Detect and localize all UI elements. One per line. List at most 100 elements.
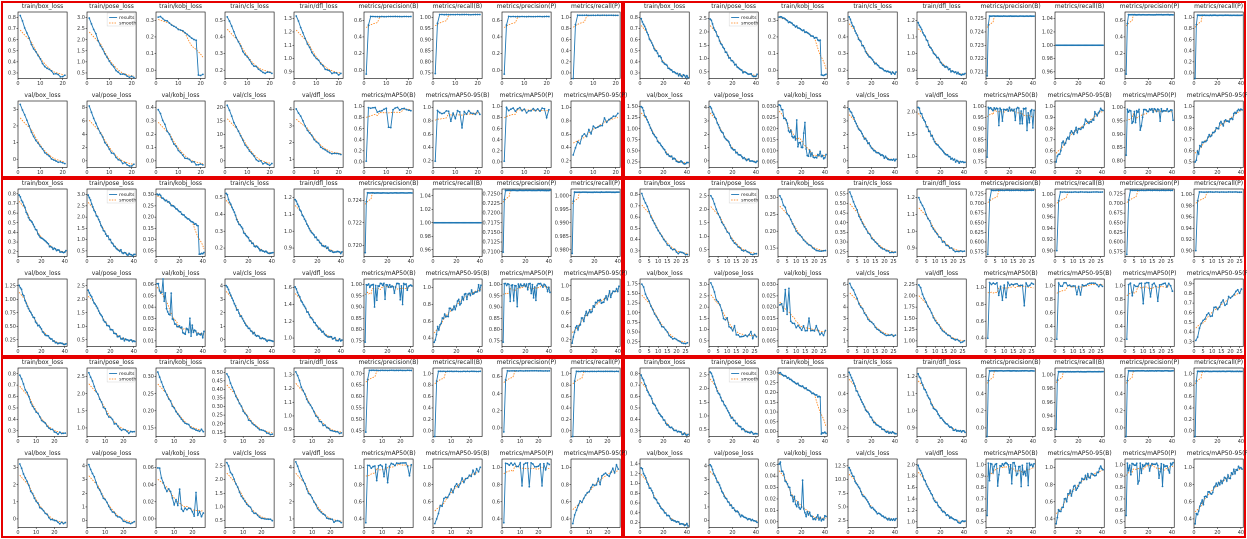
results-point (369, 106, 372, 109)
results-point (329, 517, 332, 520)
results-point (1010, 189, 1013, 192)
results-point (323, 332, 326, 335)
y-tick-label: 0.6 (561, 310, 569, 316)
results-point (454, 13, 456, 16)
y-tick-label: 1.0 (77, 426, 85, 432)
results-point (442, 13, 445, 16)
results-point (640, 192, 643, 195)
panel-row2-right-metrics-recall-p: metrics/recall(P)0.900.920.940.960.981.0… (1181, 180, 1244, 265)
results-point (671, 427, 674, 430)
results-point (448, 370, 450, 373)
results-point (298, 293, 301, 296)
results-point (1069, 191, 1071, 194)
y-tick-label: 0.4 (8, 59, 16, 65)
results-point (1074, 284, 1077, 287)
results-point (27, 307, 30, 310)
results-point (21, 201, 24, 204)
y-tick-label: 0.005 (762, 338, 776, 344)
results-point (409, 369, 412, 372)
panel-title: train/pose_loss (89, 359, 134, 366)
axes-frame (639, 367, 690, 437)
results-point (322, 424, 325, 427)
x-tick-label: 20 (729, 169, 735, 175)
x-tick-label: 0 (155, 529, 158, 535)
y-tick-label: 0.6 (8, 37, 16, 43)
results-line (710, 195, 757, 256)
results-point (25, 301, 28, 304)
results-point (134, 253, 136, 256)
x-tick-label: 10 (590, 81, 596, 87)
results-point (852, 116, 855, 119)
results-point (994, 189, 997, 192)
results-line (364, 281, 412, 342)
results-point (371, 106, 374, 109)
results-point (157, 466, 159, 469)
results-point (42, 331, 45, 334)
x-tick-label: 5 (717, 259, 720, 265)
results-point (598, 299, 600, 302)
x-tick-label: 5 (994, 348, 997, 354)
results-point (333, 520, 336, 523)
x-tick-label: 10 (1001, 259, 1007, 265)
results-point (1171, 118, 1174, 121)
results-point (242, 138, 245, 141)
results-point (459, 301, 462, 304)
x-tick-label: 0 (86, 439, 89, 445)
results-point (1198, 326, 1201, 329)
results-point (104, 52, 106, 55)
axes-frame (86, 367, 137, 437)
results-point (755, 252, 758, 255)
results-point (298, 379, 301, 382)
results-point (192, 330, 195, 333)
y-tick-label: 1.00 (1042, 192, 1053, 198)
results-point (433, 522, 436, 525)
results-point (741, 335, 743, 337)
results-point (249, 505, 252, 508)
results-point (644, 202, 647, 204)
y-tick-label: 1.04 (1042, 16, 1053, 22)
y-tick-label: 1.3 (284, 372, 292, 378)
results-point (1027, 111, 1030, 114)
results-point (104, 233, 107, 235)
results-point (400, 284, 402, 287)
x-tick-label: 0 (777, 259, 780, 265)
y-tick-label: 2 (842, 131, 845, 137)
results-point (892, 72, 895, 75)
results-point (750, 253, 753, 256)
results-point (1220, 122, 1223, 125)
results-point (48, 427, 50, 429)
results-point (642, 109, 645, 112)
y-tick-label: 0.04 (143, 304, 154, 310)
x-tick-label: 40 (476, 348, 482, 354)
results-point (28, 124, 31, 127)
results-point (1163, 281, 1166, 284)
results-point (918, 106, 921, 109)
results-point (687, 433, 689, 436)
x-tick-label: 20 (868, 169, 874, 175)
results-point (382, 15, 385, 18)
y-tick-label: 2.0 (699, 207, 707, 213)
y-tick-label: 0.6 (1115, 310, 1123, 316)
y-tick-label: 0.25 (627, 159, 638, 165)
results-point (711, 110, 714, 113)
results-point (300, 299, 303, 302)
results-point (477, 470, 480, 473)
results-point (315, 323, 318, 326)
results-point (710, 194, 712, 197)
results-point (302, 119, 305, 122)
results-point (508, 463, 510, 466)
results-point (33, 316, 36, 319)
panel-title: metrics/mAP50(P) (499, 92, 553, 99)
results-point (736, 422, 739, 425)
smooth-line (226, 200, 274, 254)
results-point (202, 73, 204, 76)
results-point (456, 299, 459, 302)
results-point (172, 205, 175, 207)
results-point (921, 292, 924, 295)
y-tick-label: 2.00 (904, 293, 915, 299)
results-point (375, 479, 378, 482)
x-tick-label: 5 (786, 348, 789, 354)
results-point (520, 109, 523, 112)
results-point (188, 331, 190, 333)
